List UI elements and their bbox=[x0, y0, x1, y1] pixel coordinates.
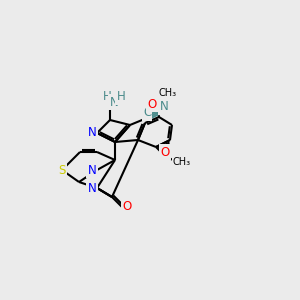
Text: O: O bbox=[160, 146, 169, 158]
Text: N: N bbox=[88, 127, 96, 140]
Text: C: C bbox=[143, 106, 151, 119]
Text: N: N bbox=[160, 100, 168, 113]
Text: O: O bbox=[147, 98, 157, 110]
Text: O: O bbox=[122, 200, 132, 214]
Text: N: N bbox=[88, 182, 96, 194]
Text: N: N bbox=[110, 95, 118, 109]
Text: CH₃: CH₃ bbox=[159, 88, 177, 98]
Text: S: S bbox=[58, 164, 66, 176]
Text: CH₃: CH₃ bbox=[173, 157, 191, 167]
Text: N: N bbox=[88, 164, 96, 176]
Text: H: H bbox=[103, 91, 111, 103]
Text: H: H bbox=[117, 91, 125, 103]
